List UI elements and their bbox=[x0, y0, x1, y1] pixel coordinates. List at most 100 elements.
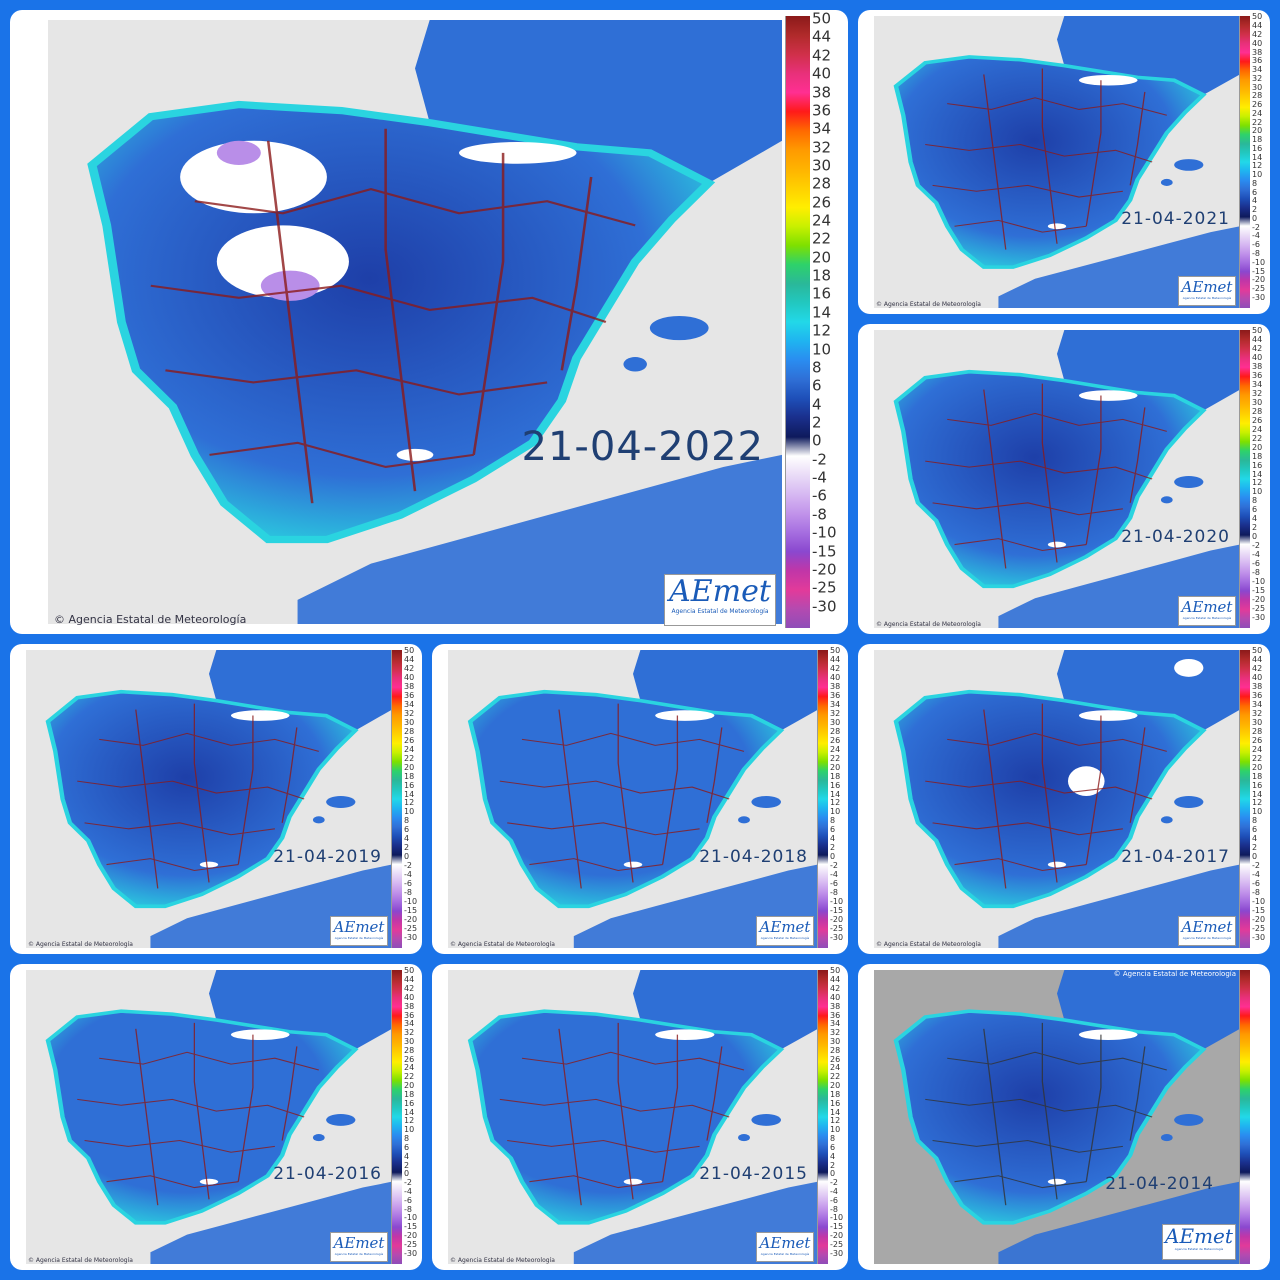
legend-tick-label: 50 bbox=[830, 646, 841, 656]
legend-tick-label: 34 bbox=[1252, 380, 1263, 390]
legend-tick-label: 40 bbox=[812, 64, 832, 83]
legend-tick-label: 32 bbox=[830, 709, 841, 719]
legend-tick-label: -15 bbox=[830, 1222, 844, 1232]
legend-tick-label: -20 bbox=[830, 914, 844, 924]
provincial-borders bbox=[925, 703, 1168, 889]
legend-tick-label: 42 bbox=[812, 46, 832, 65]
legend-tick-label: 44 bbox=[404, 655, 415, 665]
legend-tick-label: 10 bbox=[830, 807, 841, 817]
iberia-landmass bbox=[467, 1009, 785, 1225]
iberian-peninsula-map bbox=[87, 20, 782, 624]
legend-tick-label: 24 bbox=[1252, 424, 1263, 434]
france-region bbox=[633, 970, 818, 1050]
legend-tick-label: -2 bbox=[830, 1178, 838, 1188]
legend-tick-label: 6 bbox=[404, 825, 410, 835]
aemet-logo: AEmet Agencia Estatal de Meteorología bbox=[1178, 916, 1236, 946]
logo-subtitle: Agencia Estatal de Meteorología bbox=[760, 936, 810, 940]
legend-tick-label: 38 bbox=[830, 682, 841, 692]
legend-tick-label: 42 bbox=[1252, 29, 1263, 39]
legend-tick-label: 32 bbox=[404, 1028, 415, 1038]
legend-tick-label: -8 bbox=[1252, 887, 1260, 897]
temperature-map bbox=[48, 20, 782, 624]
legend-tick-label: -25 bbox=[1252, 284, 1266, 294]
legend-tick-label: 42 bbox=[404, 984, 415, 994]
legend-tick-label: -10 bbox=[1252, 896, 1266, 906]
legend-tick-label: -25 bbox=[812, 578, 837, 597]
iberian-peninsula-map bbox=[893, 16, 1240, 308]
source-credit: © Agencia Estatal de Meteorología bbox=[876, 301, 981, 308]
legend-tick-label: 28 bbox=[404, 726, 415, 736]
legend-tick-label: 14 bbox=[404, 1107, 415, 1117]
legend-tick-label: -4 bbox=[830, 869, 838, 879]
legend-tick-label: 30 bbox=[812, 156, 832, 175]
aemet-logo: AEmet Agencia Estatal de Meteorología bbox=[756, 1232, 814, 1262]
iberian-peninsula-map bbox=[893, 330, 1240, 628]
legend-tick-label: -20 bbox=[404, 914, 418, 924]
legend-tick-label: 22 bbox=[812, 229, 832, 248]
legend-tick-label: -30 bbox=[830, 1248, 844, 1258]
legend-tick-label: 38 bbox=[1252, 47, 1263, 57]
legend-tick-label: 24 bbox=[1252, 108, 1263, 118]
ibiza-island bbox=[738, 816, 750, 824]
legend-tick-label: 6 bbox=[830, 1142, 836, 1152]
legend-tick-label: 18 bbox=[812, 266, 832, 285]
legend-tick-label: 30 bbox=[1252, 398, 1263, 407]
temperature-map bbox=[448, 650, 818, 948]
legend-tick-label: 12 bbox=[830, 1116, 841, 1126]
legend-tick-label: 32 bbox=[1252, 709, 1263, 719]
legend-tick-label: 50 bbox=[1252, 12, 1263, 22]
aemet-logo: AEmet Agencia Estatal de Meteorología bbox=[756, 916, 814, 946]
france-region bbox=[1057, 16, 1240, 95]
legend-tick-label: 44 bbox=[404, 975, 415, 985]
legend-tick-label: 6 bbox=[404, 1142, 410, 1152]
legend-tick-label: 36 bbox=[404, 691, 415, 701]
legend-tick-label: -15 bbox=[812, 542, 837, 560]
legend-tick-label: -30 bbox=[830, 932, 844, 942]
legend-tick-label: 22 bbox=[1252, 753, 1263, 763]
legend-tick-label: 6 bbox=[1252, 825, 1258, 835]
legend-tick-label: 30 bbox=[404, 1037, 415, 1047]
legend-color-bar bbox=[1240, 970, 1250, 1264]
legend-tick-label: 30 bbox=[1252, 718, 1263, 727]
legend-tick-label: 44 bbox=[812, 27, 832, 46]
legend-tick-label: 24 bbox=[404, 744, 415, 754]
legend-tick-label: -2 bbox=[812, 450, 827, 469]
legend-tick-label: 8 bbox=[812, 358, 822, 377]
balearic-islands bbox=[1174, 476, 1204, 488]
legend-tick-label: 50 bbox=[404, 966, 415, 976]
temperature-map bbox=[874, 16, 1240, 308]
legend-tick-label: 6 bbox=[812, 376, 822, 395]
provincial-borders bbox=[77, 1022, 320, 1206]
legend-tick-label: -20 bbox=[1252, 914, 1266, 924]
legend-tick-label: 8 bbox=[1252, 178, 1258, 188]
legend-tick-label: -30 bbox=[1252, 612, 1266, 622]
legend-tick-label: 50 bbox=[1252, 326, 1263, 336]
iberia-landmass bbox=[893, 689, 1207, 909]
iberia-landmass bbox=[467, 689, 785, 909]
aemet-logo: AEmet Agencia Estatal de Meteorología bbox=[664, 574, 776, 626]
legend-tick-label: 10 bbox=[1252, 170, 1263, 180]
legend-tick-label: 12 bbox=[830, 798, 841, 808]
legend-tick-label: 4 bbox=[1252, 834, 1258, 844]
legend-color-bar bbox=[1240, 650, 1250, 948]
legend-tick-label: 22 bbox=[830, 753, 841, 763]
legend-tick-label: 28 bbox=[1252, 91, 1263, 101]
legend-tick-label: 8 bbox=[404, 816, 410, 826]
legend-tick-label: 6 bbox=[830, 825, 836, 835]
legend-tick-label: -15 bbox=[1252, 266, 1266, 276]
legend-tick-label: 20 bbox=[1252, 442, 1263, 452]
legend-tick-label: -4 bbox=[1252, 231, 1260, 241]
logo-subtitle: Agencia Estatal de Meteorología bbox=[1182, 936, 1232, 940]
france-region bbox=[209, 970, 392, 1050]
legend-tick-label: 26 bbox=[1252, 100, 1263, 110]
legend-tick-label: 34 bbox=[830, 700, 841, 710]
legend-color-bar bbox=[818, 650, 828, 948]
iberia-landmass bbox=[45, 689, 359, 909]
logo-subtitle: Agencia Estatal de Meteorología bbox=[1174, 1247, 1224, 1251]
legend-tick-label: 18 bbox=[404, 771, 415, 781]
map-panel-2022: 21-04-2022 © Agencia Estatal de Meteorolo… bbox=[10, 10, 848, 634]
france-region bbox=[633, 650, 818, 731]
temperature-legend: 50 44 42 40 38 36 34 32 30 28 26 24 22 20 18 16 14 12 10 8 6… bbox=[1239, 647, 1266, 948]
legend-tick-label: -2 bbox=[1252, 222, 1260, 232]
map-panel-2016: 21-04-2016 © Agencia Estatal de Meteorolo… bbox=[10, 964, 422, 1270]
